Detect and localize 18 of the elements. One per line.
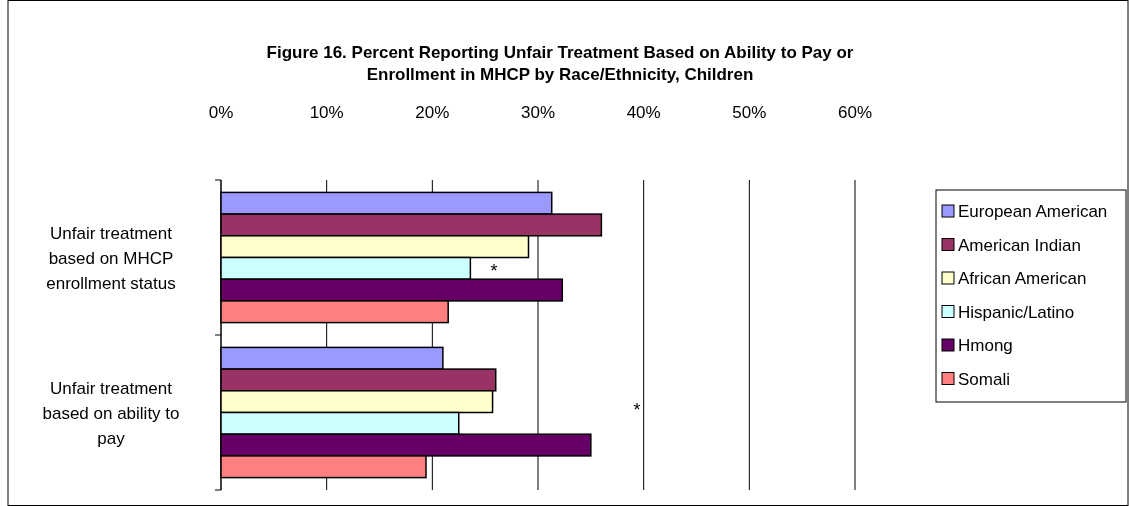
annotation: *	[633, 400, 641, 420]
chart-title: Figure 16. Percent Reporting Unfair Treatment Based on Ability to Pay or Enrollment in MHCP by Race/Ethnicity, Children	[266, 43, 854, 84]
annotation: *	[490, 261, 498, 281]
y-tick-label: Unfair treatment based on MHCP enrollment status	[46, 223, 176, 293]
legend-label: American Indian	[958, 235, 1081, 255]
legend-label: African American	[958, 269, 1087, 288]
legend-label: Hmong	[958, 336, 1013, 355]
x-tick-label: 50%	[732, 103, 767, 122]
legend-label: Hispanic/Latino	[958, 302, 1075, 322]
x-tick-label: 30%	[520, 103, 556, 122]
x-tick-label: 20%	[415, 103, 450, 122]
x-tick-label: 10%	[309, 103, 344, 122]
y-tick-label: Unfair treatment based on ability to pay	[42, 378, 180, 448]
legend-label: Somali	[958, 369, 1010, 389]
legend-label: European American	[958, 202, 1108, 221]
x-tick-label: 40%	[626, 103, 661, 122]
x-tick-label: 0%	[208, 103, 234, 122]
x-tick-label: 60%	[837, 103, 873, 122]
